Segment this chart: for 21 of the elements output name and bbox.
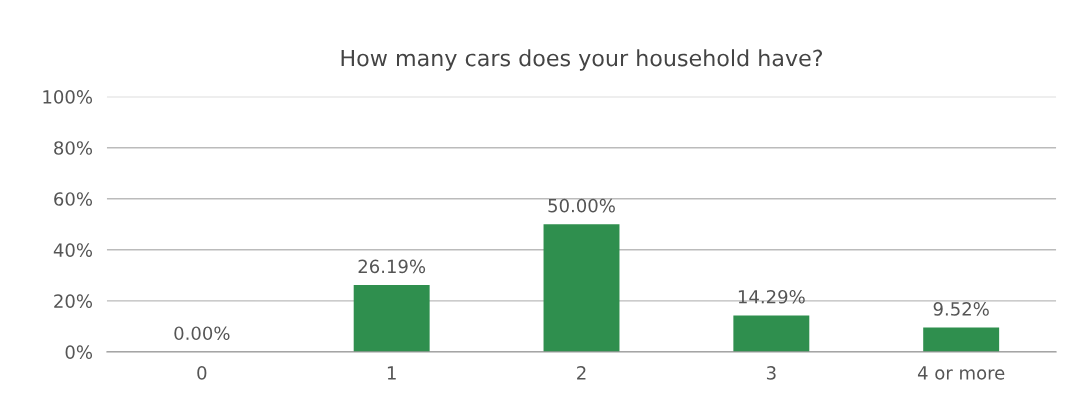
x-tick-label: 2: [577, 366, 586, 380]
chart-title: How many cars does your household have?: [341, 49, 823, 71]
y-tick-label: 80%: [54, 141, 93, 155]
y-tick-label: 40%: [53, 243, 93, 257]
data-label: 9.52%: [933, 302, 989, 316]
bar: [543, 224, 620, 352]
data-label: 0.00%: [174, 326, 230, 341]
y-tick-label: 20%: [54, 294, 93, 308]
x-tick-label: 0: [197, 366, 207, 380]
bar: [353, 285, 430, 352]
data-label: 50.00%: [548, 198, 615, 213]
x-tick-label: 4 or more: [917, 366, 1005, 380]
x-tick-label: 3: [766, 366, 776, 380]
bar: [733, 315, 810, 352]
y-tick-label: 60%: [54, 192, 93, 206]
data-label: 26.19%: [358, 259, 426, 274]
bar: [923, 327, 1000, 352]
data-label: 14.29%: [738, 289, 805, 304]
y-tick-label: 100%: [43, 90, 93, 104]
y-tick-label: 0%: [65, 345, 93, 359]
x-tick-label: 1: [387, 366, 396, 380]
